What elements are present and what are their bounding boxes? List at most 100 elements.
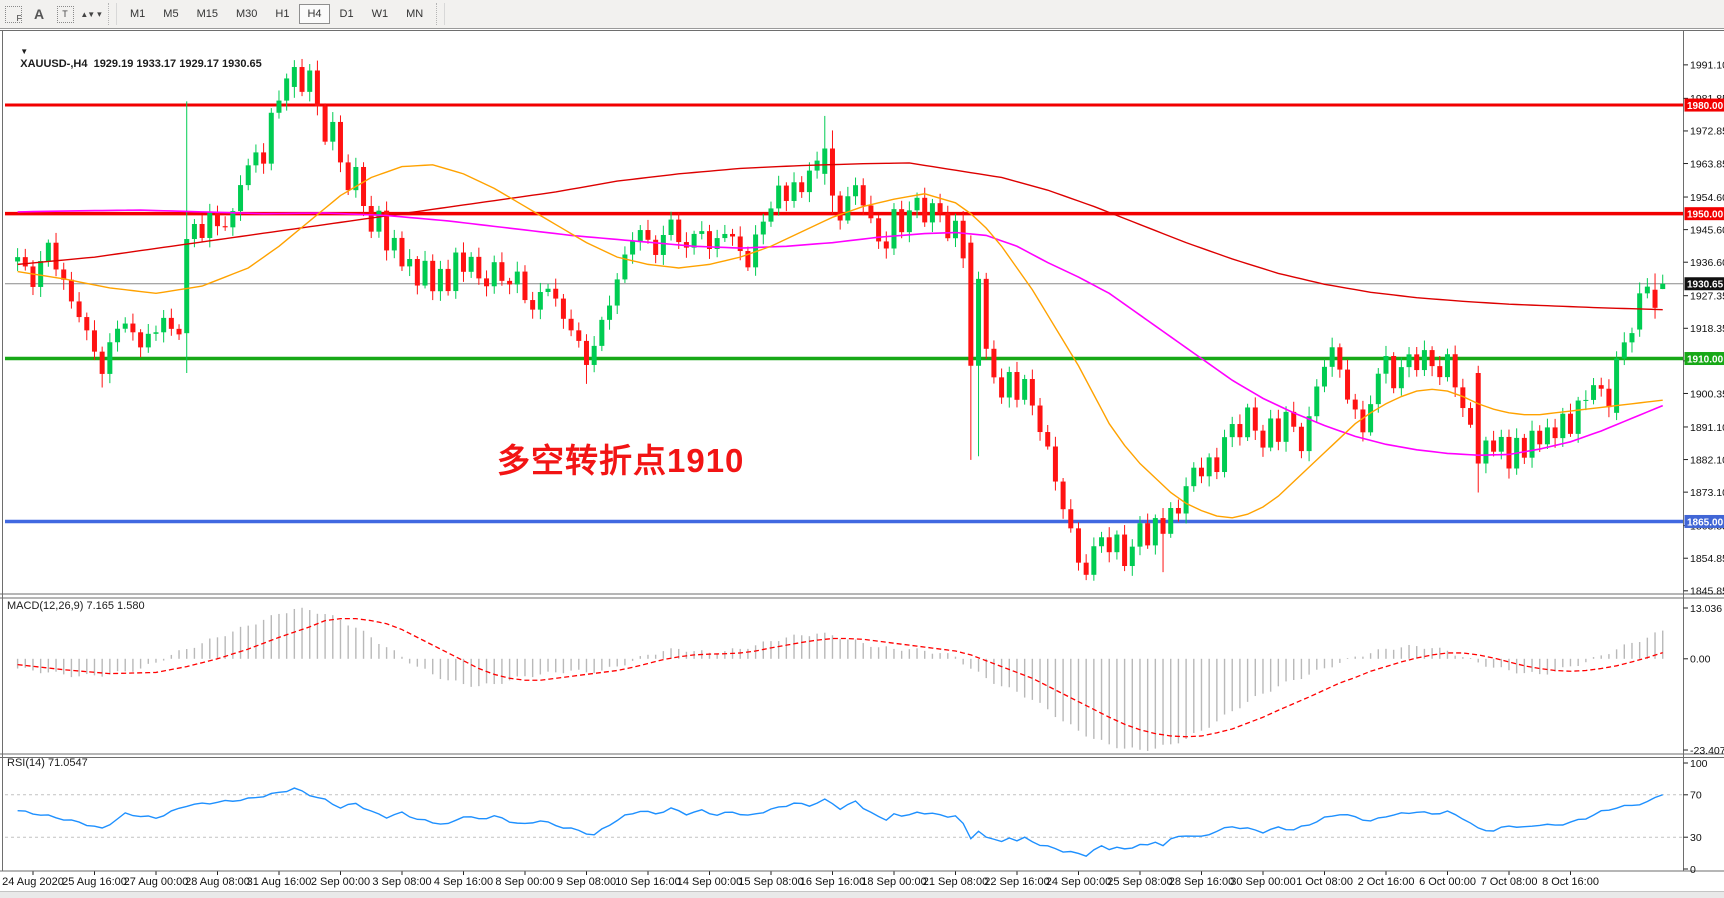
time-axis-label: 25 Sep 08:00 xyxy=(1107,876,1172,888)
svg-text:1891.10: 1891.10 xyxy=(1690,422,1724,434)
svg-text:1927.35: 1927.35 xyxy=(1690,291,1724,303)
time-axis-label: 28 Aug 08:00 xyxy=(185,876,250,888)
timeframe-d1-button[interactable]: D1 xyxy=(339,8,354,20)
time-axis-label: 16 Sep 16:00 xyxy=(800,876,865,888)
time-axis-label: 30 Sep 00:00 xyxy=(1230,876,1295,888)
arrows-icon: ▲▼ xyxy=(80,9,95,19)
time-axis-label: 2 Oct 16:00 xyxy=(1358,876,1415,888)
time-axis-label: 21 Sep 08:00 xyxy=(923,876,988,888)
time-axis-label: 28 Sep 16:00 xyxy=(1169,876,1234,888)
svg-text:1972.85: 1972.85 xyxy=(1690,126,1724,138)
chevron-down-icon[interactable]: ▾ xyxy=(97,8,102,19)
timeframe-mn-button[interactable]: MN xyxy=(406,8,424,20)
timeframe-m15-button[interactable]: M15 xyxy=(196,8,218,20)
svg-text:70: 70 xyxy=(1690,790,1702,802)
timeframe-h1-button[interactable]: H1 xyxy=(275,8,290,20)
svg-text:13.036: 13.036 xyxy=(1690,603,1722,615)
time-axis-label: 2 Sep 00:00 xyxy=(311,876,370,888)
rsi-pane xyxy=(5,787,1683,858)
svg-text:1854.85: 1854.85 xyxy=(1690,553,1724,565)
time-axis-label: 4 Sep 16:00 xyxy=(434,876,493,888)
text-label-tool-button[interactable]: T xyxy=(53,3,77,25)
chart-annotation-text: 多空转折点1910 xyxy=(497,442,745,479)
symbol-dropdown-icon[interactable]: ▼ xyxy=(20,47,29,56)
ma-fast-orange xyxy=(17,164,1663,519)
timeframe-m5-button[interactable]: M5 xyxy=(163,8,179,20)
time-axis-label: 14 Sep 00:00 xyxy=(677,876,742,888)
timeframe-m30-button[interactable]: M30 xyxy=(235,8,258,20)
time-axis-label: 27 Aug 00:00 xyxy=(124,876,189,888)
time-axis-label: 24 Sep 00:00 xyxy=(1046,876,1111,888)
time-axis-label: 8 Sep 00:00 xyxy=(495,876,554,888)
arrows-tool-button[interactable]: ▲▼ ▾ xyxy=(79,3,103,25)
fibonacci-tool-button[interactable]: F xyxy=(1,3,25,25)
svg-text:0.00: 0.00 xyxy=(1690,654,1711,666)
text-icon: A xyxy=(33,6,45,22)
macd-label: MACD(12,26,9) 7.165 1.580 xyxy=(7,600,145,612)
time-axis-label: 7 Oct 08:00 xyxy=(1481,876,1538,888)
time-axis-label: 24 Aug 2020 xyxy=(2,876,64,888)
pane-frame xyxy=(0,30,1724,898)
toolbar-separator xyxy=(108,3,117,25)
svg-text:0: 0 xyxy=(1690,864,1696,876)
svg-text:1954.60: 1954.60 xyxy=(1690,192,1724,204)
svg-text:1865.00: 1865.00 xyxy=(1687,517,1724,528)
candles-layer xyxy=(15,58,1666,581)
rsi-line xyxy=(17,787,1663,858)
price-badge-1865.00 xyxy=(1684,514,1724,528)
time-axis-label: 1 Oct 08:00 xyxy=(1296,876,1353,888)
timeframe-h4-button[interactable]: H4 xyxy=(299,4,330,24)
timeframe-m1-button[interactable]: M1 xyxy=(130,8,146,20)
macd-pane xyxy=(16,607,1664,751)
timeframe-group: M1 M5 M15 M30 H1 H4 D1 W1 MN xyxy=(121,0,432,29)
svg-text:30: 30 xyxy=(1690,832,1702,844)
time-axis-label: 3 Sep 08:00 xyxy=(372,876,431,888)
rsi-label: RSI(14) 71.0547 xyxy=(7,757,88,769)
price-axis: 1991.101981.851972.851963.851954.601945.… xyxy=(1683,60,1724,598)
price-badge-1930.65 xyxy=(1684,277,1724,291)
price-badge-1910.00 xyxy=(1684,352,1724,366)
toolbar: F A T ▲▼ ▾ M1 M5 M15 M30 H1 H4 D1 W1 MN xyxy=(0,0,1724,29)
svg-text:1882.10: 1882.10 xyxy=(1690,454,1724,466)
fibonacci-icon: F xyxy=(4,5,22,23)
svg-text:100: 100 xyxy=(1690,758,1708,770)
svg-text:1936.60: 1936.60 xyxy=(1690,257,1724,269)
toolbar-separator xyxy=(436,3,446,25)
svg-text:1910.00: 1910.00 xyxy=(1687,354,1724,365)
svg-text:1980.00: 1980.00 xyxy=(1687,101,1724,112)
symbol-info: ▼ XAUUSD-,H4 1929.19 1933.17 1929.17 193… xyxy=(8,34,262,82)
timeframe-w1-button[interactable]: W1 xyxy=(371,8,389,20)
price-level-lines[interactable] xyxy=(5,103,1683,524)
time-axis-label: 25 Aug 16:00 xyxy=(62,876,127,888)
svg-text:1873.10: 1873.10 xyxy=(1690,487,1724,499)
time-axis-label: 8 Oct 16:00 xyxy=(1542,876,1599,888)
time-axis-label: 6 Oct 00:00 xyxy=(1419,876,1476,888)
svg-text:1945.60: 1945.60 xyxy=(1690,224,1724,236)
svg-text:-23.407: -23.407 xyxy=(1690,745,1724,757)
price-badges: 1980.00 1950.00 1930.65 1910.00 1865.00 xyxy=(1684,98,1724,528)
time-axis-label: 18 Sep 00:00 xyxy=(861,876,926,888)
time-axis-label: 22 Sep 16:00 xyxy=(984,876,1049,888)
time-axis-label: 15 Sep 08:00 xyxy=(738,876,803,888)
macd-signal-line xyxy=(17,618,1663,738)
svg-text:1991.10: 1991.10 xyxy=(1690,60,1724,72)
text-tool-button[interactable]: A xyxy=(27,3,51,25)
svg-text:1900.35: 1900.35 xyxy=(1690,388,1724,400)
time-axis-label: 31 Aug 16:00 xyxy=(247,876,312,888)
svg-text:1918.35: 1918.35 xyxy=(1690,323,1724,335)
price-badge-1950.00 xyxy=(1684,207,1724,221)
time-axis-label: 10 Sep 16:00 xyxy=(615,876,680,888)
ma-slow-red xyxy=(17,162,1663,311)
moving-averages-layer xyxy=(17,162,1664,519)
text-label-icon: T xyxy=(56,5,74,23)
ma-mid-magenta xyxy=(17,209,1664,457)
time-axis-label: 9 Sep 08:00 xyxy=(557,876,616,888)
svg-text:1963.85: 1963.85 xyxy=(1690,158,1724,170)
price-badge-1980.00 xyxy=(1684,98,1724,112)
svg-text:1930.65: 1930.65 xyxy=(1687,280,1724,291)
svg-text:1950.00: 1950.00 xyxy=(1687,209,1724,220)
